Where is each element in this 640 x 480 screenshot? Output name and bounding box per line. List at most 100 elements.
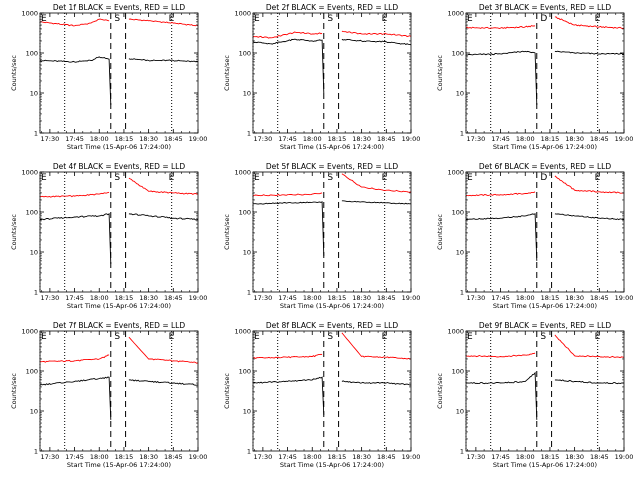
marker-label: E [382, 173, 388, 183]
marker-label: E [169, 14, 175, 24]
x-tick-label: 18:15 [541, 294, 560, 302]
y-tick-label: 100 [239, 50, 251, 58]
events-series-line [465, 50, 625, 106]
x-tick-label: 18:30 [352, 135, 371, 143]
y-tick-label: 100 [239, 368, 251, 376]
y-tick-label: 1000 [234, 328, 251, 336]
x-axis-label: Start Time (15-Apr-06 17:24:00) [280, 302, 384, 310]
y-tick-label: 100 [26, 368, 38, 376]
chart-panel-8: Det 8f BLACK = Events, RED = LLD E S E 1 10 10… [223, 321, 420, 469]
marker-label: E [595, 332, 601, 342]
plot-frame [465, 330, 625, 452]
marker-label: E [595, 173, 601, 183]
marker-label: D [540, 14, 547, 24]
y-tick-label: 1 [34, 289, 38, 297]
events-series-line [252, 38, 412, 94]
chart-panel-3: Det 3f BLACK = Events, RED = LLD E D E 1 10 10… [436, 3, 633, 151]
marker-label: E [254, 173, 260, 183]
events-series-line [40, 212, 199, 265]
x-tick-label: 18:45 [377, 135, 396, 143]
marker-label: E [382, 332, 388, 342]
x-tick-label: 18:30 [139, 135, 158, 143]
x-tick-label: 18:00 [516, 453, 535, 461]
x-tick-label: 17:30 [254, 135, 273, 143]
y-tick-label: 100 [452, 368, 464, 376]
events-series-line [466, 371, 625, 420]
x-tick-label: 18:45 [164, 453, 183, 461]
x-tick-label: 18:45 [164, 294, 183, 302]
y-axis-label: Counts/sec [436, 214, 444, 250]
x-tick-label: 17:45 [278, 135, 297, 143]
marker-label: E [169, 332, 175, 342]
y-tick-label: 100 [239, 209, 251, 217]
chart-panel-5: Det 5f BLACK = Events, RED = LLD E S E 1 10 10… [223, 162, 420, 310]
y-tick-label: 1 [247, 289, 251, 297]
x-tick-label: 19:00 [615, 135, 634, 143]
y-tick-label: 10 [456, 408, 464, 416]
x-tick-label: 18:45 [590, 135, 609, 143]
y-tick-label: 1 [460, 130, 464, 138]
x-tick-label: 18:30 [565, 135, 584, 143]
x-axis-label: Start Time (15-Apr-06 17:24:00) [280, 143, 384, 151]
x-tick-label: 18:00 [303, 135, 322, 143]
y-axis-label: Counts/sec [223, 214, 231, 250]
y-tick-label: 1000 [21, 328, 38, 336]
events-series-line [252, 376, 412, 415]
marker-label: E [467, 173, 473, 183]
x-tick-label: 18:30 [352, 294, 371, 302]
x-tick-label: 17:45 [278, 453, 297, 461]
x-tick-label: 17:30 [41, 294, 60, 302]
lld-series-line [252, 30, 412, 39]
y-tick-label: 1000 [447, 328, 464, 336]
y-tick-label: 1000 [447, 169, 464, 177]
chart-panel-1: Det 1f BLACK = Events, RED = LLD E S E 1 10 10… [10, 3, 207, 151]
plot-frame [39, 171, 199, 293]
x-axis-label: Start Time (15-Apr-06 17:24:00) [67, 143, 171, 151]
y-tick-label: 1000 [21, 169, 38, 177]
lld-series-line [465, 16, 625, 29]
x-tick-label: 18:00 [516, 135, 535, 143]
marker-label: E [41, 173, 47, 183]
marker-label: E [41, 14, 47, 24]
chart-panel-2: Det 2f BLACK = Events, RED = LLD E S E 1 10 10… [223, 3, 420, 151]
x-tick-label: 19:00 [189, 294, 208, 302]
marker-label: E [254, 14, 260, 24]
y-tick-label: 10 [30, 249, 38, 257]
x-axis-label: Start Time (15-Apr-06 17:24:00) [493, 461, 597, 469]
x-axis-label: Start Time (15-Apr-06 17:24:00) [280, 461, 384, 469]
x-tick-label: 18:15 [541, 135, 560, 143]
chart-title: Det 6f BLACK = Events, RED = LLD [479, 162, 612, 171]
x-tick-label: 19:00 [402, 453, 421, 461]
y-axis-label: Counts/sec [436, 55, 444, 91]
x-tick-label: 18:30 [565, 453, 584, 461]
x-tick-label: 18:15 [115, 453, 134, 461]
y-tick-label: 10 [456, 249, 464, 257]
plot-frame [465, 12, 625, 134]
y-tick-label: 10 [243, 408, 251, 416]
y-tick-label: 1 [460, 448, 464, 456]
lld-series-line [39, 18, 199, 27]
marker-label: D [540, 173, 547, 183]
y-tick-label: 1 [460, 289, 464, 297]
y-tick-label: 100 [26, 50, 38, 58]
x-tick-label: 18:15 [328, 294, 347, 302]
events-series-line [252, 200, 411, 256]
lld-series-line [39, 177, 199, 198]
y-axis-label: Counts/sec [10, 373, 18, 409]
x-tick-label: 18:00 [516, 294, 535, 302]
x-tick-label: 17:45 [491, 453, 510, 461]
x-tick-label: 17:45 [65, 294, 84, 302]
x-axis-label: Start Time (15-Apr-06 17:24:00) [67, 461, 171, 469]
y-tick-label: 1000 [21, 10, 38, 18]
x-tick-label: 18:30 [352, 453, 371, 461]
x-tick-label: 17:45 [491, 294, 510, 302]
y-axis-label: Counts/sec [223, 373, 231, 409]
marker-label: S [114, 14, 120, 24]
events-series-line [39, 376, 199, 420]
lld-series-line [252, 173, 412, 197]
x-tick-label: 19:00 [189, 453, 208, 461]
y-tick-label: 10 [30, 90, 38, 98]
x-tick-label: 18:45 [590, 294, 609, 302]
plot-frame [39, 12, 199, 134]
